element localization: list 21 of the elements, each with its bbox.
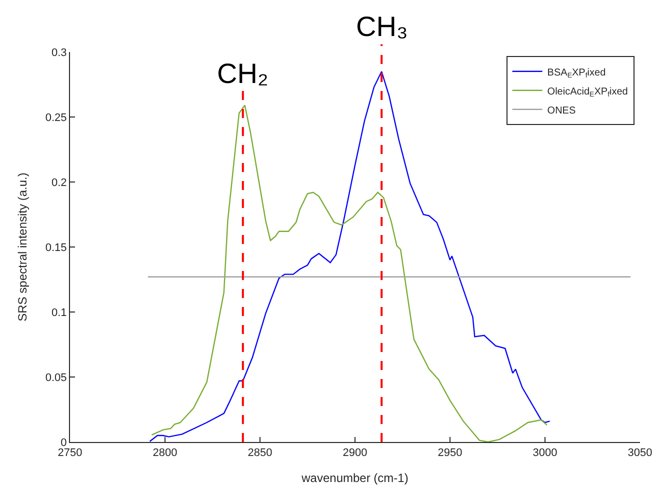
x-axis-title: wavenumber (cm-1) <box>300 471 408 486</box>
y-tick-label: 0.25 <box>45 112 67 124</box>
y-tick-label: 0 <box>60 436 67 449</box>
y-tick-label: 0.2 <box>52 176 67 189</box>
x-tick-label: 2900 <box>342 447 368 460</box>
legend-label: ONES <box>547 105 576 116</box>
x-tick-label: 3050 <box>628 447 652 460</box>
legend-label: OleicAcid$_{E}$XP$_{f}$ixed <box>547 86 628 98</box>
y-axis-title: SRS spectral intensity (a.u.) <box>16 172 30 322</box>
x-tick-label: 2800 <box>152 447 178 460</box>
ref-line-label: CH₂ <box>217 58 268 89</box>
x-tick-label: 2750 <box>58 447 82 460</box>
x-tick-label: 2950 <box>438 447 462 460</box>
x-tick-label: 2850 <box>248 447 272 460</box>
y-tick-label: 0.3 <box>52 46 67 59</box>
ref-line-label: CH₃ <box>356 11 408 42</box>
y-tick-label: 0.15 <box>45 242 67 254</box>
y-tick-label: 0.05 <box>45 372 67 384</box>
legend-label: BSA$_{E}$XP$_{f}$ixed <box>547 67 606 80</box>
y-tick-label: 0.1 <box>52 306 67 319</box>
x-tick-label: 3000 <box>532 447 558 460</box>
